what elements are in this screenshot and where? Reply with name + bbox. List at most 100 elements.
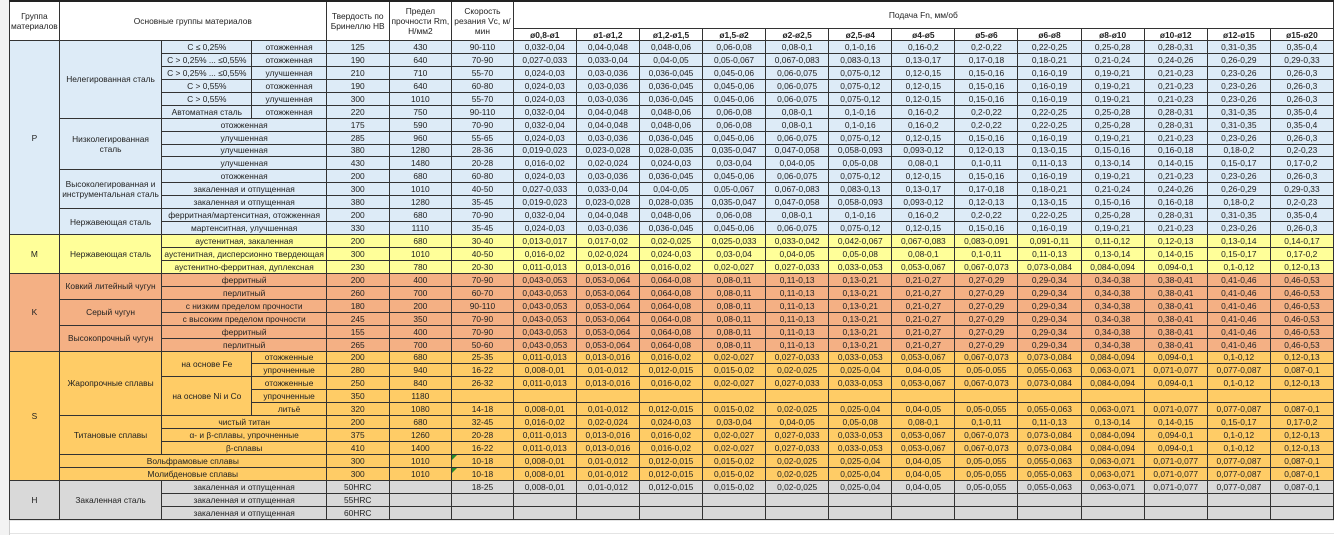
feed-value: 0,27-0,29 xyxy=(954,272,1019,287)
feed-value: 0,05-0,055 xyxy=(954,479,1019,494)
header-diameter: ø5-ø6 xyxy=(954,28,1019,41)
tensile-strength: 680 xyxy=(388,169,453,184)
feed-value: 0,084-0,094 xyxy=(1080,259,1145,274)
material-condition: ферритная/мартенситная, отожженная xyxy=(161,208,327,223)
feed-value: 0,03-0,036 xyxy=(575,130,640,145)
feed-value: 0,1-0,12 xyxy=(1206,259,1271,274)
feed-value: 0,027-0,033 xyxy=(512,52,577,67)
treatment: отожженная xyxy=(251,104,327,119)
feed-value: 0,036-0,045 xyxy=(638,169,704,184)
header-diameter: ø12-ø15 xyxy=(1206,28,1271,41)
feed-value: 0,013-0,016 xyxy=(575,376,640,391)
feed-value: 0,21-0,23 xyxy=(1143,221,1208,236)
feed-value: 0,067-0,073 xyxy=(954,259,1019,274)
feed-value: 0,28-0,31 xyxy=(1143,40,1208,54)
feed-value xyxy=(891,505,956,520)
material-base-name: на основе Ni и Co xyxy=(161,376,253,417)
carbon-condition: C > 0,25% ... ≤0,55% xyxy=(161,65,253,80)
feed-value: 0,012-0,015 xyxy=(638,479,704,494)
feed-value: 0,075-0,12 xyxy=(828,169,893,184)
table-row: C > 0,55% улучшенная 300 1010 55-70 0,024-0,0… xyxy=(9,91,1334,106)
hardness-hb: 300 xyxy=(325,91,390,106)
material-subgroup-name: Серый чугун xyxy=(58,298,163,326)
feed-value: 0,04-0,05 xyxy=(638,52,704,67)
feed-value: 0,08-0,1 xyxy=(765,104,830,119)
feed-value: 0,12-0,15 xyxy=(891,65,956,80)
feed-value: 0,055-0,063 xyxy=(1017,479,1082,494)
feed-value xyxy=(702,505,767,520)
feed-value: 0,063-0,071 xyxy=(1080,466,1145,481)
feed-value: 0,1-0,12 xyxy=(1206,441,1271,455)
tensile-strength xyxy=(388,479,453,494)
feed-value: 0,073-0,084 xyxy=(1017,376,1082,391)
feed-value: 0,1-0,12 xyxy=(1206,376,1271,391)
feed-value: 0,01-0,012 xyxy=(575,363,640,378)
feed-value: 0,16-0,19 xyxy=(1017,65,1082,80)
tensile-strength: 940 xyxy=(388,363,453,378)
feed-value: 0,25-0,28 xyxy=(1080,40,1145,54)
feed-value: 0,13-0,14 xyxy=(1080,156,1145,171)
feed-value: 0,17-0,2 xyxy=(1269,415,1334,430)
feed-value: 0,067-0,073 xyxy=(954,441,1019,455)
feed-value: 0,11-0,12 xyxy=(1080,234,1145,248)
tensile-strength xyxy=(388,492,453,507)
material-condition: чистый титан xyxy=(161,415,327,430)
feed-value: 0,41-0,46 xyxy=(1206,285,1271,300)
cutting-speed: 20-28 xyxy=(451,156,514,171)
feed-value: 0,15-0,16 xyxy=(954,91,1019,106)
feed-value: 0,01-0,012 xyxy=(575,479,640,494)
feed-value: 0,013-0,016 xyxy=(575,428,640,443)
hardness-hb: 200 xyxy=(325,208,390,223)
feed-value xyxy=(702,389,767,404)
feed-value: 0,067-0,073 xyxy=(954,428,1019,443)
feed-value: 0,012-0,015 xyxy=(638,402,704,417)
feed-value: 0,1-0,16 xyxy=(828,208,893,223)
feed-value: 0,38-0,41 xyxy=(1143,337,1208,352)
feed-value: 0,033-0,04 xyxy=(575,182,640,197)
feed-value xyxy=(828,505,893,520)
cutting-speed: 70-90 xyxy=(451,208,514,223)
tensile-strength: 640 xyxy=(388,52,453,67)
hardness-hb: 200 xyxy=(325,350,390,365)
material-condition: закаленная и отпущенная xyxy=(161,479,327,494)
feed-value: 0,34-0,38 xyxy=(1080,337,1145,352)
feed-value: 0,06-0,075 xyxy=(765,130,830,145)
feed-value: 0,058-0,093 xyxy=(828,143,893,158)
header-diameter: ø1,2-ø1,5 xyxy=(638,28,704,41)
material-group-code: M xyxy=(9,234,60,274)
tensile-strength: 1010 xyxy=(388,454,453,468)
material-condition: закаленная и отпущенная xyxy=(161,505,327,520)
tensile-strength: 1480 xyxy=(388,156,453,171)
table-row: литьё 320 1080 14-18 0,008-0,01 0,01-0,012 0,0… xyxy=(9,402,1334,417)
feed-value: 0,1-0,16 xyxy=(828,104,893,119)
feed-value: 0,087-0,1 xyxy=(1269,466,1334,481)
tensile-strength: 1260 xyxy=(388,428,453,443)
tensile-strength: 960 xyxy=(388,130,453,145)
feed-value: 0,27-0,29 xyxy=(954,337,1019,352)
material-condition: аустенитная, дисперсионно твердеющая xyxy=(161,247,327,261)
feed-value: 0,027-0,033 xyxy=(512,182,577,197)
hardness-hb: 200 xyxy=(325,169,390,184)
carbon-condition: C > 0,55% xyxy=(161,91,253,106)
material-condition: ферритный xyxy=(161,272,327,287)
feed-value: 0,016-0,02 xyxy=(638,428,704,443)
feed-value: 0,46-0,53 xyxy=(1269,324,1334,339)
table-row: Автоматная сталь отожженная 220 750 90-110 0,… xyxy=(9,104,1334,119)
feed-value: 0,043-0,053 xyxy=(512,337,577,352)
feed-value: 0,15-0,16 xyxy=(1080,143,1145,158)
feed-value: 0,01-0,012 xyxy=(575,466,640,481)
feed-value: 0,15-0,16 xyxy=(954,221,1019,236)
feed-value: 0,08-0,11 xyxy=(702,298,767,313)
feed-value xyxy=(638,492,704,507)
treatment: отожженные xyxy=(251,350,327,365)
material-condition: закаленная и отпущенная xyxy=(161,195,327,210)
cutting-speed: 60-80 xyxy=(451,78,514,93)
feed-value xyxy=(512,389,577,404)
feed-value: 0,46-0,53 xyxy=(1269,298,1334,313)
feed-value: 0,073-0,084 xyxy=(1017,441,1082,455)
treatment: отожженные xyxy=(251,376,327,391)
feed-value: 0,016-0,02 xyxy=(638,441,704,455)
tensile-strength: 780 xyxy=(388,259,453,274)
table-row: улучшенная 430 1480 20-28 0,016-0,02 0,02-0,0… xyxy=(9,156,1334,171)
hardness-hb: 430 xyxy=(325,156,390,171)
